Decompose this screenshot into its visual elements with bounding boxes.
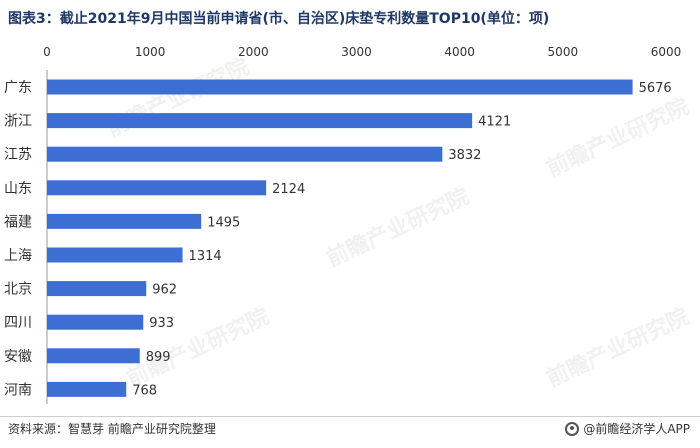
bar bbox=[47, 146, 443, 162]
category-label: 广东 bbox=[4, 80, 32, 96]
bar bbox=[47, 180, 267, 196]
category-label: 北京 bbox=[4, 282, 32, 298]
category-label: 江苏 bbox=[4, 147, 32, 163]
x-tick-label: 0 bbox=[43, 45, 51, 59]
category-label: 上海 bbox=[4, 248, 32, 264]
bar bbox=[47, 113, 473, 129]
x-tick-label: 3000 bbox=[341, 45, 372, 59]
bar bbox=[47, 314, 144, 330]
bar bbox=[47, 281, 147, 297]
x-tick-label: 1000 bbox=[135, 45, 166, 59]
bar bbox=[47, 381, 127, 397]
category-label: 四川 bbox=[4, 315, 32, 331]
source-note: 资料来源：智慧芽 前瞻产业研究院整理 bbox=[8, 422, 216, 436]
x-tick-label: 6000 bbox=[651, 45, 682, 59]
category-label: 山东 bbox=[4, 181, 32, 197]
bar bbox=[47, 348, 140, 364]
brand-credit: @前瞻经济学人APP bbox=[565, 420, 690, 437]
footer-divider bbox=[0, 416, 700, 417]
x-tick-label: 5000 bbox=[548, 45, 579, 59]
bar bbox=[47, 247, 183, 263]
data-label: 2124 bbox=[272, 182, 305, 197]
category-label: 浙江 bbox=[4, 114, 32, 130]
data-label: 962 bbox=[152, 283, 177, 298]
data-label: 1314 bbox=[189, 249, 222, 264]
category-label: 安徽 bbox=[4, 349, 32, 365]
brand-logo-icon bbox=[565, 421, 580, 436]
data-label: 4121 bbox=[478, 115, 511, 130]
category-label: 河南 bbox=[4, 382, 32, 398]
data-label: 3832 bbox=[448, 148, 481, 163]
brand-text: @前瞻经济学人APP bbox=[583, 422, 690, 436]
data-label: 1495 bbox=[207, 215, 240, 230]
x-tick-label: 4000 bbox=[444, 45, 475, 59]
category-label: 福建 bbox=[4, 214, 32, 230]
data-label: 768 bbox=[132, 383, 157, 398]
bar bbox=[47, 79, 633, 95]
data-label: 933 bbox=[149, 316, 174, 331]
data-label: 899 bbox=[146, 350, 171, 365]
x-tick-label: 2000 bbox=[238, 45, 269, 59]
bar bbox=[47, 213, 202, 229]
data-label: 5676 bbox=[639, 81, 672, 96]
chart-title: 图表3：截止2021年9月中国当前申请省(市、自治区)床垫专利数量TOP10(单… bbox=[8, 11, 550, 27]
